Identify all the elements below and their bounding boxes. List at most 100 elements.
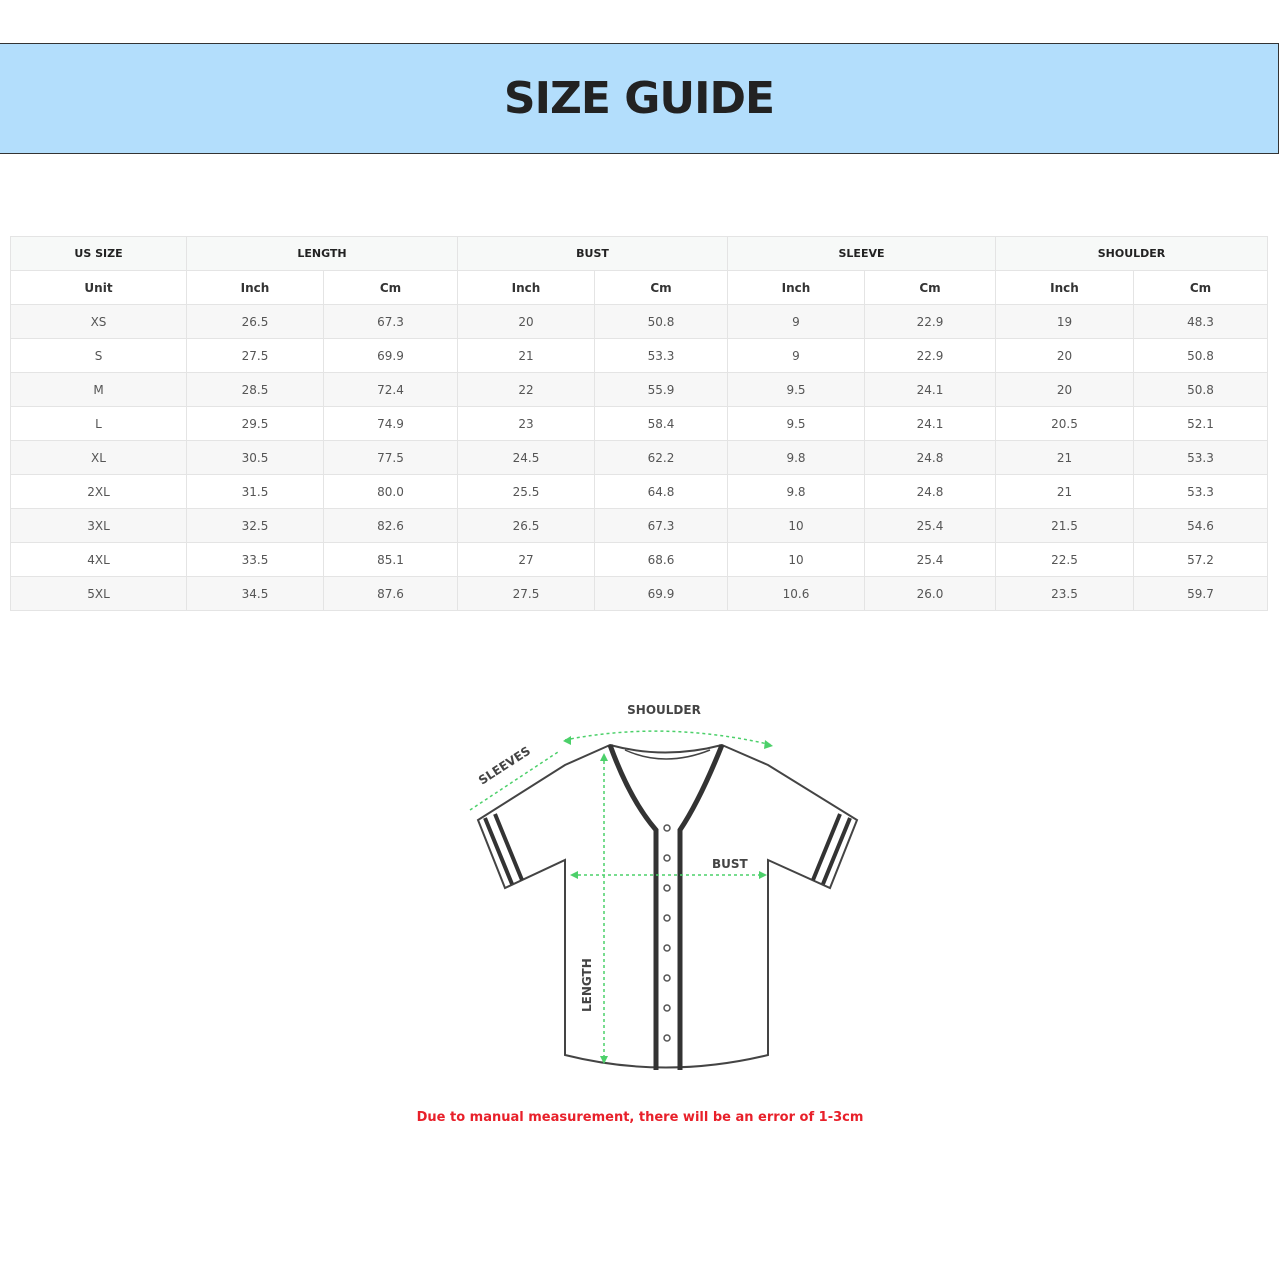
measurement-cell: 74.9	[323, 406, 458, 441]
measurement-cell: 9.5	[727, 406, 865, 441]
measurement-cell: 28.5	[186, 372, 324, 407]
measurement-cell: 22.9	[864, 304, 996, 339]
measurement-cell: 53.3	[1132, 474, 1269, 509]
measurement-cell: 25.4	[864, 542, 996, 577]
measurement-cell: 21	[995, 440, 1134, 475]
jersey-diagram: SHOULDER SLEEVES BUST LENGTH	[460, 690, 880, 1090]
measurement-cell: 77.5	[323, 440, 458, 475]
measurement-cell: 53.3	[1132, 440, 1269, 475]
measurement-cell: 57.2	[1132, 542, 1269, 577]
measurement-cell: 25.5	[457, 474, 595, 509]
title-banner: SIZE GUIDE	[0, 43, 1279, 154]
measurement-cell: 20	[995, 338, 1134, 373]
bust-label: BUST	[712, 857, 749, 871]
measurement-cell: 50.8	[1132, 372, 1269, 407]
header-shoulder: SHOULDER	[994, 236, 1269, 271]
measurement-cell: 25.4	[864, 508, 996, 543]
measurement-cell: 21	[457, 338, 595, 373]
measurement-cell: 23.5	[995, 576, 1134, 611]
measurement-cell: 9	[727, 338, 865, 373]
measurement-cell: 31.5	[186, 474, 324, 509]
size-cell: S	[10, 338, 187, 373]
header-us-size: US SIZE	[10, 236, 187, 271]
measurement-cell: 24.5	[457, 440, 595, 475]
measurement-cell: 20	[457, 304, 595, 339]
measurement-cell: 85.1	[323, 542, 458, 577]
measurement-cell: 52.1	[1132, 406, 1269, 441]
shoulder-label: SHOULDER	[627, 703, 701, 717]
measurement-cell: 27	[457, 542, 595, 577]
unit-header: Cm	[864, 270, 996, 305]
table-row: S 27.5 69.9 21 53.3 9 22.9 20 50.8	[10, 338, 1269, 373]
measurement-cell: 26.5	[457, 508, 595, 543]
sleeves-label: SLEEVES	[476, 744, 533, 788]
measurement-cell: 32.5	[186, 508, 324, 543]
unit-header: Inch	[186, 270, 324, 305]
table-row: L 29.5 74.9 23 58.4 9.5 24.1 20.5 52.1	[10, 406, 1269, 441]
measurement-cell: 67.3	[323, 304, 458, 339]
measurement-cell: 22.5	[995, 542, 1134, 577]
size-cell: 2XL	[10, 474, 187, 509]
measurement-note: Due to manual measurement, there will be…	[416, 1110, 864, 1125]
measurement-cell: 23	[457, 406, 595, 441]
header-sleeve: SLEEVE	[727, 236, 996, 271]
measurement-cell: 24.8	[864, 474, 996, 509]
header-bust: BUST	[457, 236, 728, 271]
measurement-cell: 21	[995, 474, 1134, 509]
unit-header: Inch	[727, 270, 865, 305]
measurement-cell: 69.9	[594, 576, 728, 611]
measurement-cell: 72.4	[323, 372, 458, 407]
measurement-cell: 58.4	[594, 406, 728, 441]
measurement-cell: 54.6	[1132, 508, 1269, 543]
unit-header: Inch	[457, 270, 595, 305]
measurement-cell: 27.5	[186, 338, 324, 373]
unit-header: Cm	[1132, 270, 1269, 305]
measurement-cell: 64.8	[594, 474, 728, 509]
measurement-cell: 22	[457, 372, 595, 407]
size-table: US SIZE LENGTH BUST SLEEVE SHOULDER Unit…	[10, 236, 1269, 611]
jersey-icon: SHOULDER SLEEVES BUST LENGTH	[469, 703, 859, 1070]
size-cell: 5XL	[10, 576, 187, 611]
measurement-cell: 9.5	[727, 372, 865, 407]
measurement-cell: 50.8	[1132, 338, 1269, 373]
measurement-cell: 29.5	[186, 406, 324, 441]
table-row: 3XL 32.5 82.6 26.5 67.3 10 25.4 21.5 54.6	[10, 508, 1269, 543]
measurement-cell: 80.0	[323, 474, 458, 509]
measurement-cell: 55.9	[594, 372, 728, 407]
measurement-cell: 27.5	[457, 576, 595, 611]
size-cell: XL	[10, 440, 187, 475]
size-cell: M	[10, 372, 187, 407]
measurement-cell: 24.1	[864, 406, 996, 441]
measurement-cell: 9.8	[727, 474, 865, 509]
page-title: SIZE GUIDE	[503, 73, 775, 124]
measurement-cell: 22.9	[864, 338, 996, 373]
measurement-cell: 20	[995, 372, 1134, 407]
size-cell: 3XL	[10, 508, 187, 543]
unit-header: Cm	[594, 270, 728, 305]
measurement-cell: 9.8	[727, 440, 865, 475]
measurement-cell: 10	[727, 508, 865, 543]
measurement-cell: 9	[727, 304, 865, 339]
unit-header-row: Unit Inch Cm Inch Cm Inch Cm Inch Cm	[10, 270, 1269, 305]
measurement-cell: 20.5	[995, 406, 1134, 441]
measurement-cell: 10.6	[727, 576, 865, 611]
length-label: LENGTH	[580, 958, 594, 1012]
table-row: XS 26.5 67.3 20 50.8 9 22.9 19 48.3	[10, 304, 1269, 339]
size-cell: 4XL	[10, 542, 187, 577]
table-row: M 28.5 72.4 22 55.9 9.5 24.1 20 50.8	[10, 372, 1269, 407]
measurement-cell: 34.5	[186, 576, 324, 611]
table-row: 5XL 34.5 87.6 27.5 69.9 10.6 26.0 23.5 59.7	[10, 576, 1269, 611]
measurement-cell: 62.2	[594, 440, 728, 475]
table-row: 4XL 33.5 85.1 27 68.6 10 25.4 22.5 57.2	[10, 542, 1269, 577]
size-cell: L	[10, 406, 187, 441]
measurement-cell: 24.8	[864, 440, 996, 475]
measurement-cell: 87.6	[323, 576, 458, 611]
measurement-cell: 68.6	[594, 542, 728, 577]
measurement-cell: 24.1	[864, 372, 996, 407]
measurement-cell: 50.8	[594, 304, 728, 339]
unit-header: Inch	[995, 270, 1134, 305]
measurement-cell: 26.5	[186, 304, 324, 339]
unit-header: Cm	[323, 270, 458, 305]
measurement-cell: 48.3	[1132, 304, 1269, 339]
measurement-cell: 69.9	[323, 338, 458, 373]
